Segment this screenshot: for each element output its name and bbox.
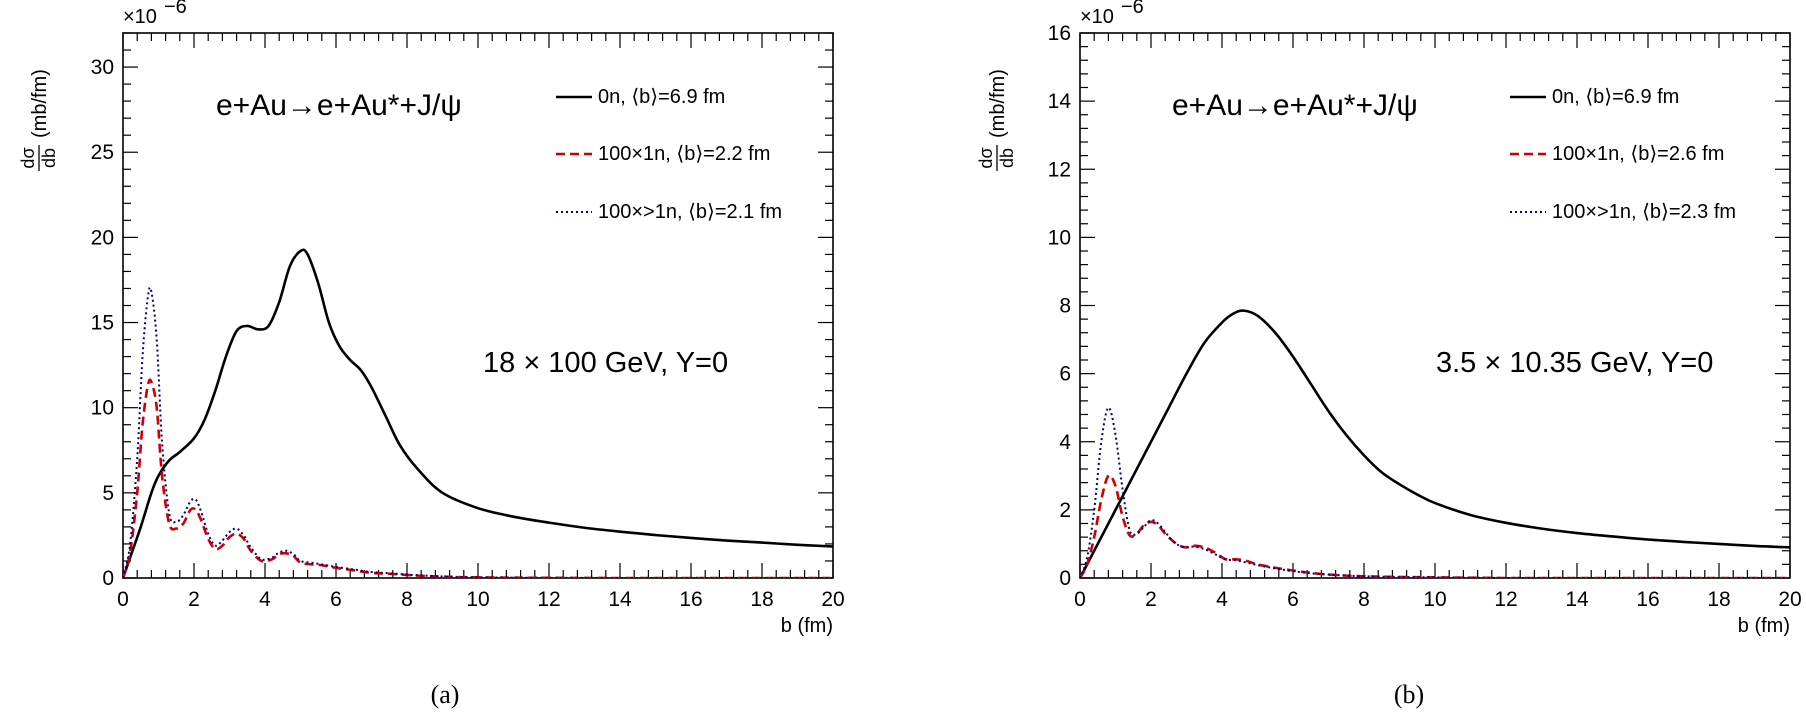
- legend-entry: 100×>1n, ⟨b⟩=2.3 fm: [1552, 201, 1736, 223]
- y-axis-title: dσ db (mb/fm): [976, 69, 1017, 171]
- x-axis-title: b (fm): [1738, 615, 1790, 637]
- y-tick-label: 10: [91, 397, 114, 420]
- x-tick-label: 8: [1358, 588, 1370, 611]
- chart-panel-a: 0 2 4 6 8 10 12 14 16 18 20 0 5 10 15 20 25 30 ×10 −6 dσ db (m…: [18, 0, 845, 709]
- legend-entry: 100×1n, ⟨b⟩=2.6 fm: [1552, 143, 1724, 165]
- series-line-0n: [123, 248, 833, 578]
- series-line-1n: [1080, 474, 1790, 578]
- y-exponent-label: ×10: [123, 6, 157, 28]
- y-tick-label: 0: [1059, 567, 1071, 590]
- y-tick-label: 12: [1048, 158, 1071, 181]
- reaction-label: e+Au→e+Au*+J/ψ: [1172, 89, 1418, 122]
- x-tick-label: 4: [259, 588, 271, 611]
- x-tick-label: 12: [1494, 588, 1517, 611]
- series-line-0n: [1080, 309, 1790, 578]
- x-tick-label: 20: [1778, 588, 1801, 611]
- y-axis-title-denominator: db: [39, 148, 59, 168]
- y-tick-label: 14: [1048, 90, 1072, 113]
- y-axis-title-unit: (mb/fm): [29, 69, 51, 138]
- x-tick-label: 16: [679, 588, 702, 611]
- x-tick-label: 18: [1707, 588, 1730, 611]
- y-tick-label: 16: [1048, 22, 1071, 45]
- panel-caption: (b): [1394, 680, 1424, 709]
- x-tick-label: 6: [1287, 588, 1299, 611]
- y-tick-label: 15: [91, 312, 114, 335]
- y-tick-label: 5: [102, 482, 114, 505]
- x-tick-label: 2: [188, 588, 200, 611]
- y-axis-title-denominator: db: [997, 148, 1017, 168]
- x-tick-label: 20: [821, 588, 844, 611]
- series-line-gt1n: [123, 286, 833, 578]
- x-tick-label: 10: [466, 588, 489, 611]
- y-axis-title-numerator: dσ: [18, 147, 38, 168]
- energy-label: 3.5 × 10.35 GeV, Y=0: [1436, 347, 1713, 379]
- y-tick-label: 8: [1059, 295, 1071, 318]
- series-line-1n: [123, 378, 833, 578]
- x-tick-label: 8: [401, 588, 413, 611]
- y-exponent-power: −6: [1121, 0, 1144, 18]
- x-tick-label: 0: [1074, 588, 1086, 611]
- y-tick-label: 4: [1059, 431, 1071, 454]
- y-tick-label: 2: [1059, 499, 1071, 522]
- x-tick-label: 16: [1636, 588, 1659, 611]
- legend-entry: 0n, ⟨b⟩=6.9 fm: [598, 86, 725, 108]
- x-axis-title: b (fm): [781, 615, 833, 637]
- y-tick-label: 10: [1048, 226, 1071, 249]
- y-tick-label: 0: [102, 567, 114, 590]
- x-tick-label: 14: [1565, 588, 1589, 611]
- legend-entry: 100×>1n, ⟨b⟩=2.1 fm: [598, 201, 782, 223]
- y-tick-label: 6: [1059, 363, 1071, 386]
- x-tick-label: 18: [750, 588, 773, 611]
- x-tick-label: 0: [117, 588, 129, 611]
- reaction-label: e+Au→e+Au*+J/ψ: [216, 89, 462, 122]
- x-tick-label: 12: [537, 588, 560, 611]
- y-tick-label: 30: [91, 56, 114, 79]
- y-tick-label: 20: [91, 226, 114, 249]
- panel-caption: (a): [431, 680, 460, 709]
- y-tick-label: 25: [91, 141, 114, 164]
- energy-label: 18 × 100 GeV, Y=0: [483, 347, 728, 379]
- legend-entry: 0n, ⟨b⟩=6.9 fm: [1552, 86, 1679, 108]
- series-line-gt1n: [1080, 406, 1790, 578]
- x-tick-label: 10: [1423, 588, 1446, 611]
- y-exponent-power: −6: [164, 0, 187, 18]
- x-tick-label: 6: [330, 588, 342, 611]
- y-axis-title-unit: (mb/fm): [987, 69, 1009, 138]
- y-axis-title-numerator: dσ: [976, 147, 996, 168]
- y-exponent-label: ×10: [1080, 6, 1114, 28]
- x-tick-label: 14: [608, 588, 632, 611]
- chart-panel-b: 0 2 4 6 8 10 12 14 16 18 20 0 2 4 6 8 10 12 14 16 ×10 −6 dσ db (…: [976, 0, 1802, 709]
- x-tick-label: 2: [1145, 588, 1157, 611]
- y-axis-title: dσ db (mb/fm): [18, 69, 59, 171]
- x-tick-label: 4: [1216, 588, 1228, 611]
- legend-entry: 100×1n, ⟨b⟩=2.2 fm: [598, 143, 770, 165]
